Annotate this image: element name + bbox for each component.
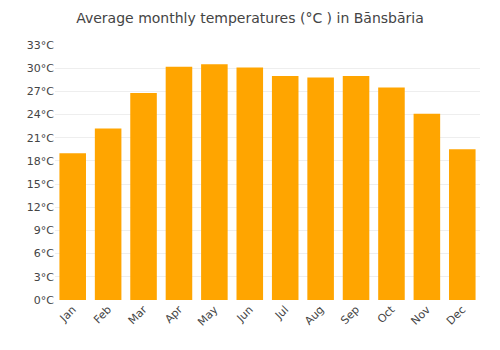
svg-text:6°C: 6°C <box>34 247 54 260</box>
svg-text:33°C: 33°C <box>27 39 54 52</box>
svg-text:0°C: 0°C <box>34 294 54 307</box>
svg-text:15°C: 15°C <box>27 178 54 191</box>
svg-text:Jan: Jan <box>57 303 79 325</box>
svg-text:Oct: Oct <box>375 303 398 326</box>
svg-text:Sep: Sep <box>338 303 362 327</box>
svg-text:24°C: 24°C <box>27 108 54 121</box>
svg-text:18°C: 18°C <box>27 155 54 168</box>
svg-text:30°C: 30°C <box>27 62 54 75</box>
svg-text:Aug: Aug <box>302 303 326 327</box>
svg-text:9°C: 9°C <box>34 224 54 237</box>
svg-text:Apr: Apr <box>162 303 185 326</box>
svg-text:Mar: Mar <box>126 303 150 327</box>
svg-text:27°C: 27°C <box>27 85 54 98</box>
svg-text:Nov: Nov <box>409 303 434 328</box>
svg-text:May: May <box>195 303 221 329</box>
svg-text:Jun: Jun <box>234 303 256 325</box>
svg-text:21°C: 21°C <box>27 132 54 145</box>
svg-text:Feb: Feb <box>91 303 114 326</box>
svg-text:12°C: 12°C <box>27 201 54 214</box>
svg-text:Dec: Dec <box>444 303 468 327</box>
svg-text:Jul: Jul <box>272 303 291 322</box>
svg-text:Average monthly temperatures (: Average monthly temperatures (°C ) in Bā… <box>76 10 424 26</box>
svg-text:3°C: 3°C <box>34 271 54 284</box>
